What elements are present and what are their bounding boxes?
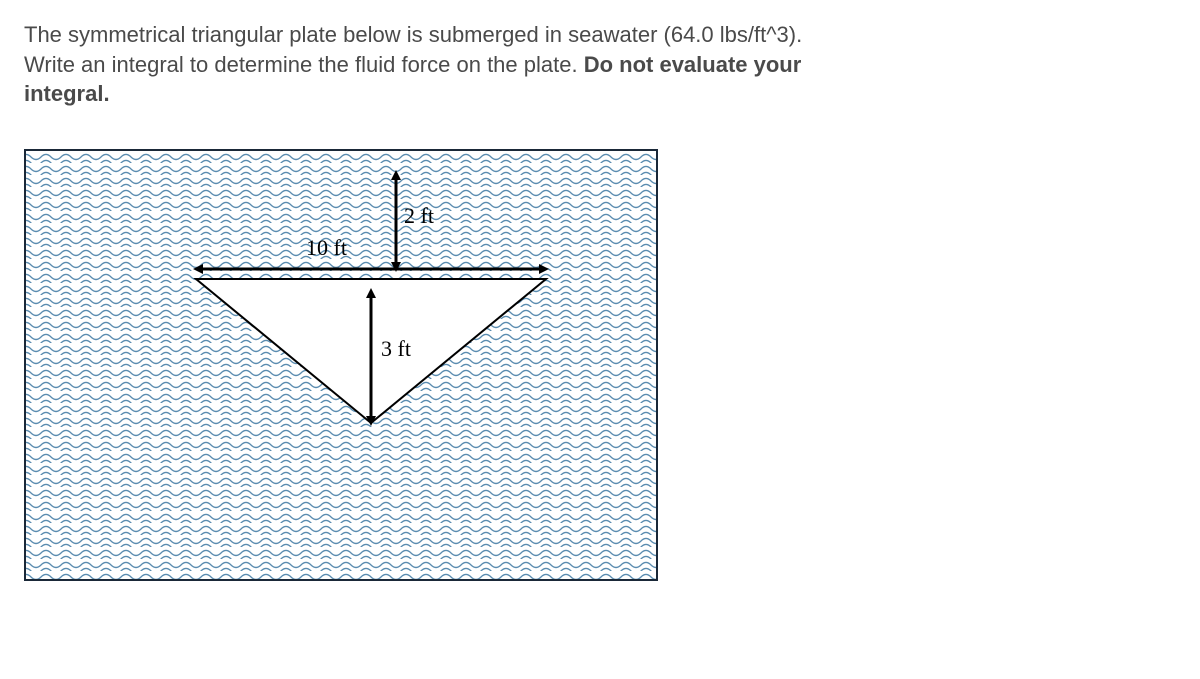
figure-svg: 10 ft 2 ft 3 ft [26,151,658,581]
problem-line2-plain: Write an integral to determine the fluid… [24,52,584,77]
width-label: 10 ft [306,235,347,260]
problem-line1: The symmetrical triangular plate below i… [24,22,802,47]
problem-line3-bold: integral. [24,81,110,106]
height-label: 3 ft [381,336,411,361]
figure-container: 10 ft 2 ft 3 ft [24,149,658,581]
problem-line2-bold: Do not evaluate your [584,52,802,77]
gap-label: 2 ft [404,203,434,228]
problem-statement: The symmetrical triangular plate below i… [24,20,1104,109]
